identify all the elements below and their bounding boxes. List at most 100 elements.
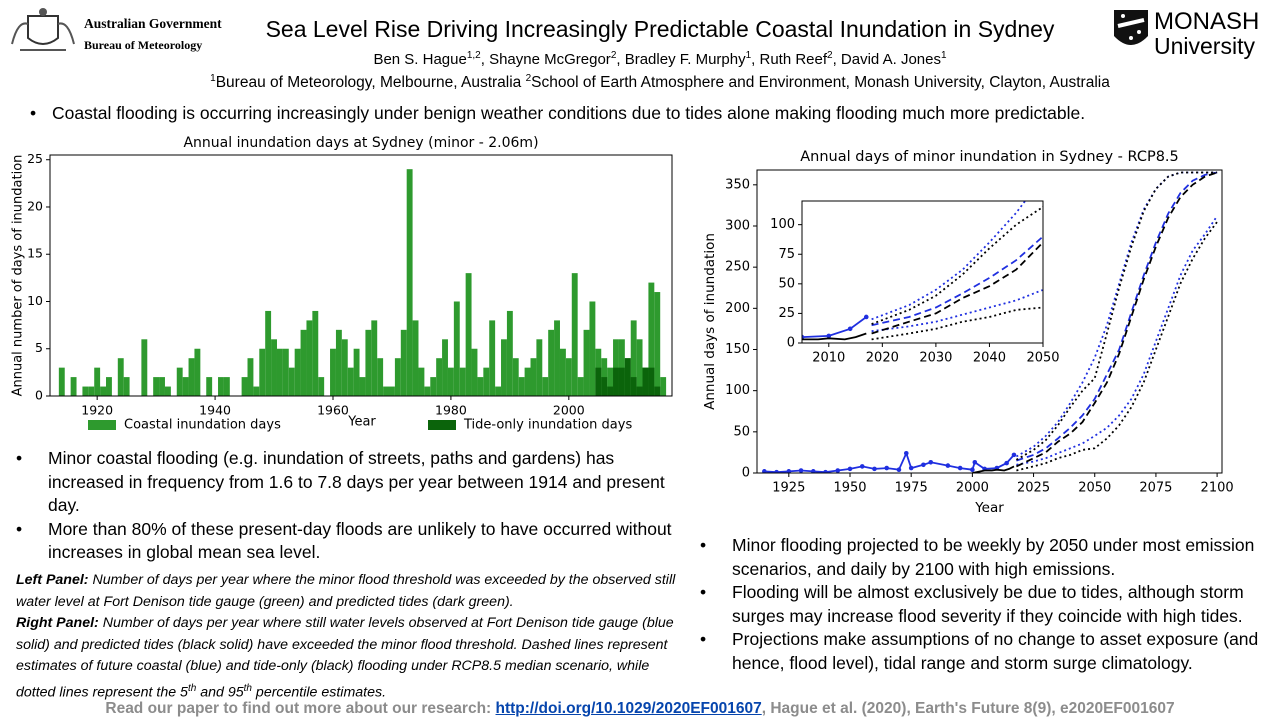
org-name: Australian Government [84,16,222,31]
bar [595,367,602,396]
bar [330,348,336,396]
y-tick-label: 250 [725,260,750,275]
doi-link[interactable]: http://doi.org/10.1029/2020EF001607 [495,700,762,717]
line-marker [970,467,975,473]
inset-line-marker [773,336,778,341]
caption-text: and 95 [196,684,244,701]
bar [660,377,667,396]
y-tick-label: 0 [742,466,750,481]
bar [571,273,578,396]
right-chart: Annual days of minor inundation in Sydne… [702,149,1234,516]
x-tick-label: 1920 [81,403,113,418]
y-tick-label: 350 [725,177,750,192]
author-affil: 2 [610,50,617,61]
bar [489,320,496,396]
caption: Left Panel: Number of days per year wher… [16,570,681,613]
inset-lines [773,201,1043,341]
bar [377,358,384,396]
authors: Ben S. Hague1,2, Shayne McGregor2, Bradl… [160,50,1160,68]
bar [383,386,390,396]
affil-mark: 1 [210,73,216,84]
bar [412,320,419,396]
caption-label: Right Panel: [16,615,99,631]
x-tick-label: 1960 [317,403,349,418]
x-tick-label: 2050 [1026,351,1059,366]
x-tick-label: 2000 [553,403,585,418]
org-name: MONASH [1154,8,1260,35]
bar [141,339,148,396]
y-axis-label: Annual number of days of inundation [11,155,26,397]
caption-text: percentile estimates. [251,684,387,701]
x-tick-label: 2025 [1017,481,1050,496]
bar [400,329,407,396]
bar [341,339,348,396]
bar [271,339,277,396]
bar [218,377,224,396]
title: Sea Level Rise Driving Increasingly Pred… [265,16,1055,42]
inset-line [802,332,867,341]
footer: Read our paper to find out more about ou… [0,700,1280,718]
bar [159,377,165,396]
caption-text: Number of days per year where still wate… [16,615,674,701]
bar [624,358,631,396]
bar [241,377,248,396]
y-tick-label: 150 [725,342,750,357]
left-chart: Annual inundation days at Sydney (minor … [11,135,673,433]
y-tick-label: 75 [778,247,795,262]
bar [630,377,637,396]
bullet: Coastal flooding is occurring increasing… [30,103,1270,124]
line [1016,171,1218,468]
chart-title: Annual days of minor inundation in Sydne… [800,149,1179,165]
bar [123,377,130,396]
y-tick-label: 0 [787,336,795,351]
legend-swatch [428,420,456,430]
inset-line [871,204,1043,325]
line-marker [859,464,865,469]
inset-line-marker [863,314,869,320]
bar [253,386,260,396]
bar [442,339,448,396]
plot-frame [756,169,1223,474]
bar [636,386,643,396]
y-tick-label: 100 [725,383,750,398]
bar [223,377,230,396]
bar [642,367,649,396]
bar [607,367,614,396]
y-tick-label: 25 [778,306,795,321]
bar [654,292,661,396]
y-tick-label: 300 [725,218,750,233]
author-affil: 2 [827,50,833,61]
bar [82,386,89,396]
bar [182,377,189,396]
inset-line-marker [847,326,853,332]
affil-text: Bureau of Meteorology, Melbourne, Austra… [215,74,526,92]
crest [11,8,75,51]
bullet: Minor coastal flooding (e.g. inundation … [16,447,686,518]
y-axis-label: Annual days of inundation [702,233,718,410]
bar [630,320,637,396]
line-marker [798,468,804,473]
bar [88,386,95,396]
x-tick-label: 1980 [435,403,467,418]
caption-text: th [187,682,197,694]
author-name: Ben S. Hague [373,51,467,68]
x-tick-label: 2040 [973,351,1006,366]
bar [477,377,484,396]
bar [613,367,619,396]
bar [359,377,366,396]
line-marker [823,469,828,473]
bar [518,377,525,396]
org-name: Bureau of Meteorology [84,38,203,52]
bullet: Projections make assumptions of no chang… [700,628,1278,675]
line [1015,171,1218,458]
chart-title: Annual inundation days at Sydney (minor … [183,135,538,151]
left-bullets: Minor coastal flooding (e.g. inundation … [16,447,686,565]
bar [524,367,531,396]
y-tick-label: 20 [27,198,43,213]
y-tick-label: 50 [733,424,750,439]
bar [447,367,454,396]
bar [418,367,425,396]
footer-lead: Read our paper to find out more about ou… [105,700,496,717]
x-tick-label: 2030 [919,351,952,366]
